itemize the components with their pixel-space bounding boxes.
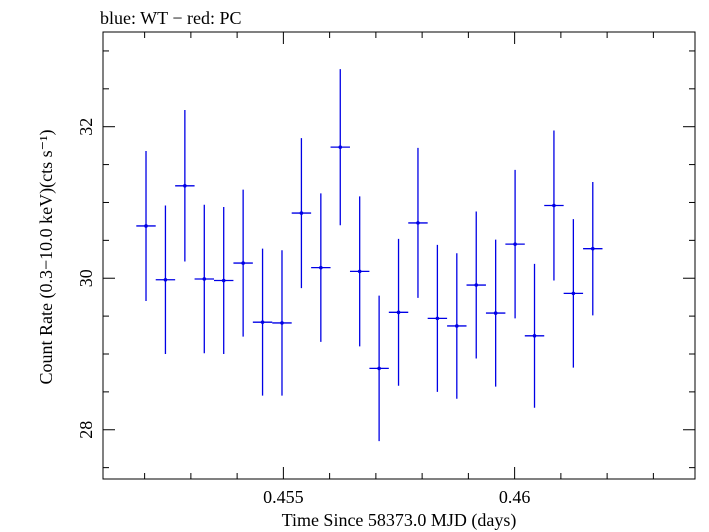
data-point — [233, 189, 253, 337]
data-point — [194, 204, 214, 354]
data-marker — [338, 145, 343, 149]
data-marker — [280, 321, 284, 325]
data-marker — [552, 203, 556, 208]
data-point — [252, 248, 273, 396]
data-marker — [513, 242, 517, 246]
data-point — [427, 244, 448, 392]
y-tick-label: 32 — [76, 118, 96, 136]
data-point — [544, 130, 564, 281]
y-axis-ticks — [103, 50, 695, 469]
data-point — [466, 211, 486, 359]
data-point — [272, 250, 292, 396]
data-marker — [319, 265, 323, 270]
data-marker — [455, 324, 459, 328]
data-point — [369, 295, 389, 442]
data-marker — [474, 283, 479, 287]
data-marker — [590, 246, 595, 251]
data-marker — [571, 291, 576, 296]
plot-frame — [102, 31, 696, 480]
data-marker — [183, 183, 187, 188]
data-point — [349, 196, 370, 347]
data-point — [175, 110, 195, 262]
x-tick-label: 0.455 — [263, 487, 304, 507]
y-axis-label: Count Rate (0.3−10.0 keV)(cts s⁻¹) — [36, 129, 57, 384]
chart-title: blue: WT − red: PC — [100, 8, 241, 28]
data-marker — [396, 310, 401, 315]
y-tick-label: 30 — [76, 269, 96, 287]
x-axis-ticks — [144, 32, 654, 479]
data-marker — [221, 278, 226, 283]
x-axis-label: Time Since 58373.0 MJD (days) — [282, 510, 517, 531]
data-marker — [241, 261, 245, 265]
data-point — [505, 169, 525, 319]
data-point — [408, 147, 428, 298]
data-marker — [202, 277, 207, 281]
data-point — [330, 69, 350, 226]
data-point — [485, 239, 506, 387]
y-axis-tick-labels: 28 30 32 — [76, 118, 96, 439]
y-tick-label: 28 — [76, 421, 96, 439]
data-marker — [377, 366, 381, 371]
x-tick-label: 0.46 — [499, 487, 531, 507]
data-marker — [260, 320, 265, 324]
data-point — [447, 253, 467, 399]
data-marker — [163, 277, 168, 282]
data-marker — [416, 221, 420, 225]
data-point — [155, 205, 176, 354]
data-marker — [532, 334, 537, 338]
data-point — [291, 138, 312, 289]
data-point — [388, 238, 409, 386]
data-series — [136, 69, 603, 442]
data-point — [583, 182, 603, 316]
data-point — [311, 193, 331, 342]
data-marker — [357, 269, 362, 274]
data-marker — [144, 224, 148, 228]
data-point — [136, 150, 156, 301]
data-point — [563, 219, 584, 368]
data-marker — [299, 211, 304, 215]
data-marker — [435, 316, 440, 321]
x-axis-tick-labels: 0.455 0.46 — [263, 487, 530, 507]
data-marker — [493, 311, 498, 315]
data-point — [524, 263, 545, 408]
data-point — [214, 207, 234, 354]
